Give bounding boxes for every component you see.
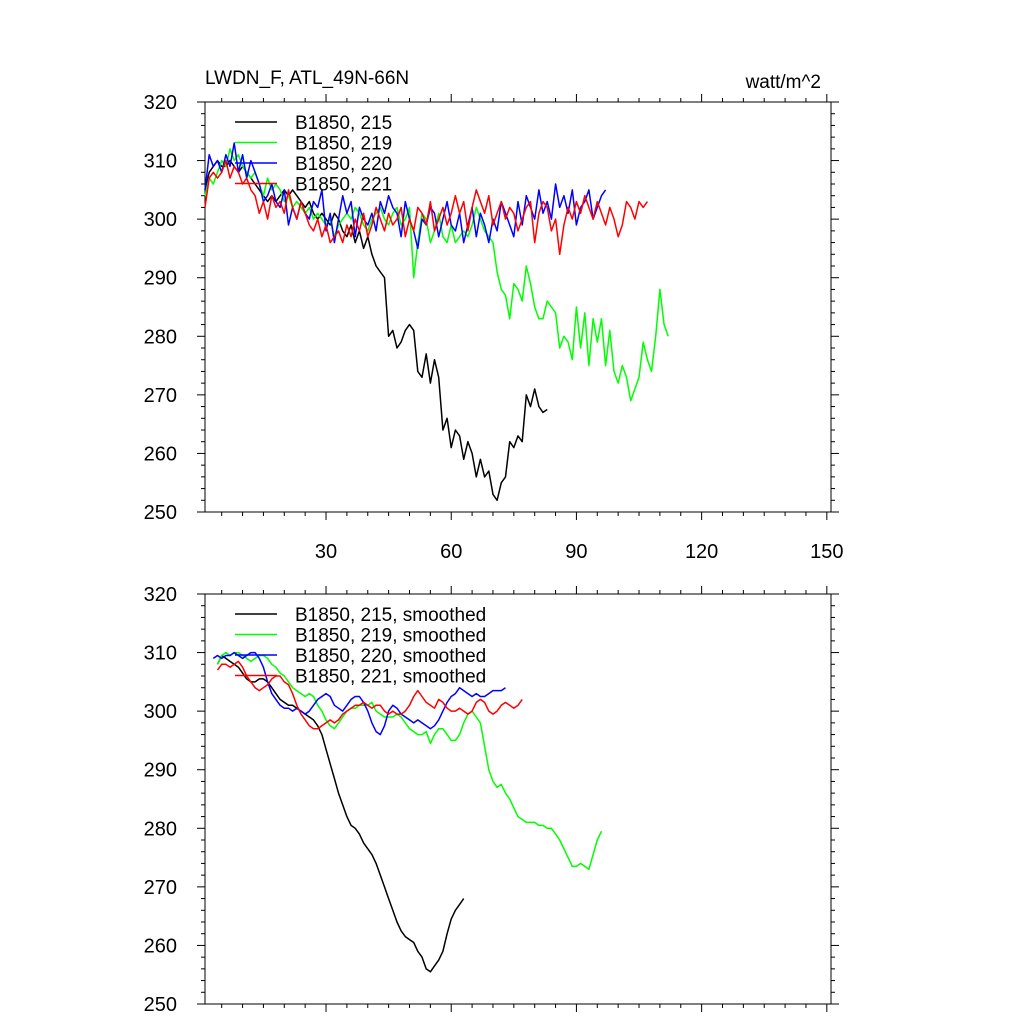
top-panel: 250 260 270 280 290 300 310 320 30 60 90 120 150 LWDN… xyxy=(144,68,844,563)
series-line-4 xyxy=(204,159,649,256)
y-tick-label: 260 xyxy=(144,935,177,957)
y-tick-label: 280 xyxy=(144,326,177,348)
x-tick-label: 120 xyxy=(685,541,718,563)
units-label: watt/m^2 xyxy=(745,72,821,93)
y-tick-label: 320 xyxy=(144,584,177,606)
y-tick-label: 270 xyxy=(144,877,177,899)
legend-label: B1850, 219 xyxy=(295,134,392,155)
chart-title: LWDN_F, ATL_49N-66N xyxy=(205,68,409,89)
y-tick-label: 300 xyxy=(144,701,177,723)
y-tick-label: 320 xyxy=(144,92,177,114)
legend-label: B1850, 215, smoothed xyxy=(295,605,486,626)
x-tick-label: 60 xyxy=(440,541,462,563)
series-line-1 xyxy=(216,654,465,973)
y-tick-label: 290 xyxy=(144,268,177,290)
legend-label: B1850, 220 xyxy=(295,154,392,175)
y-tick-label: 300 xyxy=(144,209,177,231)
series-line-3 xyxy=(212,651,506,736)
y-tick-label: 250 xyxy=(144,502,177,524)
x-tick-label: 30 xyxy=(315,541,337,563)
series-line-2 xyxy=(204,148,669,402)
legend-label: B1850, 215 xyxy=(295,113,392,134)
y-tick-label: 250 xyxy=(144,994,177,1016)
plot-frame xyxy=(204,593,832,1005)
legend-label: B1850, 220, smoothed xyxy=(295,646,486,667)
series-line-2 xyxy=(216,651,603,871)
series-line-4 xyxy=(216,660,523,730)
plot-frame xyxy=(204,101,832,513)
y-tick-label: 310 xyxy=(144,643,177,665)
legend-label: B1850, 221, smoothed xyxy=(295,667,486,688)
x-tick-label: 150 xyxy=(810,541,843,563)
legend-label: B1850, 219, smoothed xyxy=(295,626,486,647)
y-tick-label: 260 xyxy=(144,443,177,465)
y-tick-label: 280 xyxy=(144,818,177,840)
y-tick-label: 310 xyxy=(144,151,177,173)
y-tick-label: 290 xyxy=(144,760,177,782)
bottom-panel: 250 260 270 280 290 300 310 320 B1850, 215, smoo… xyxy=(144,584,839,1016)
y-tick-label: 270 xyxy=(144,385,177,407)
series-line-1 xyxy=(204,159,548,502)
x-tick-label: 90 xyxy=(565,541,587,563)
legend-label: B1850, 221 xyxy=(295,175,392,196)
